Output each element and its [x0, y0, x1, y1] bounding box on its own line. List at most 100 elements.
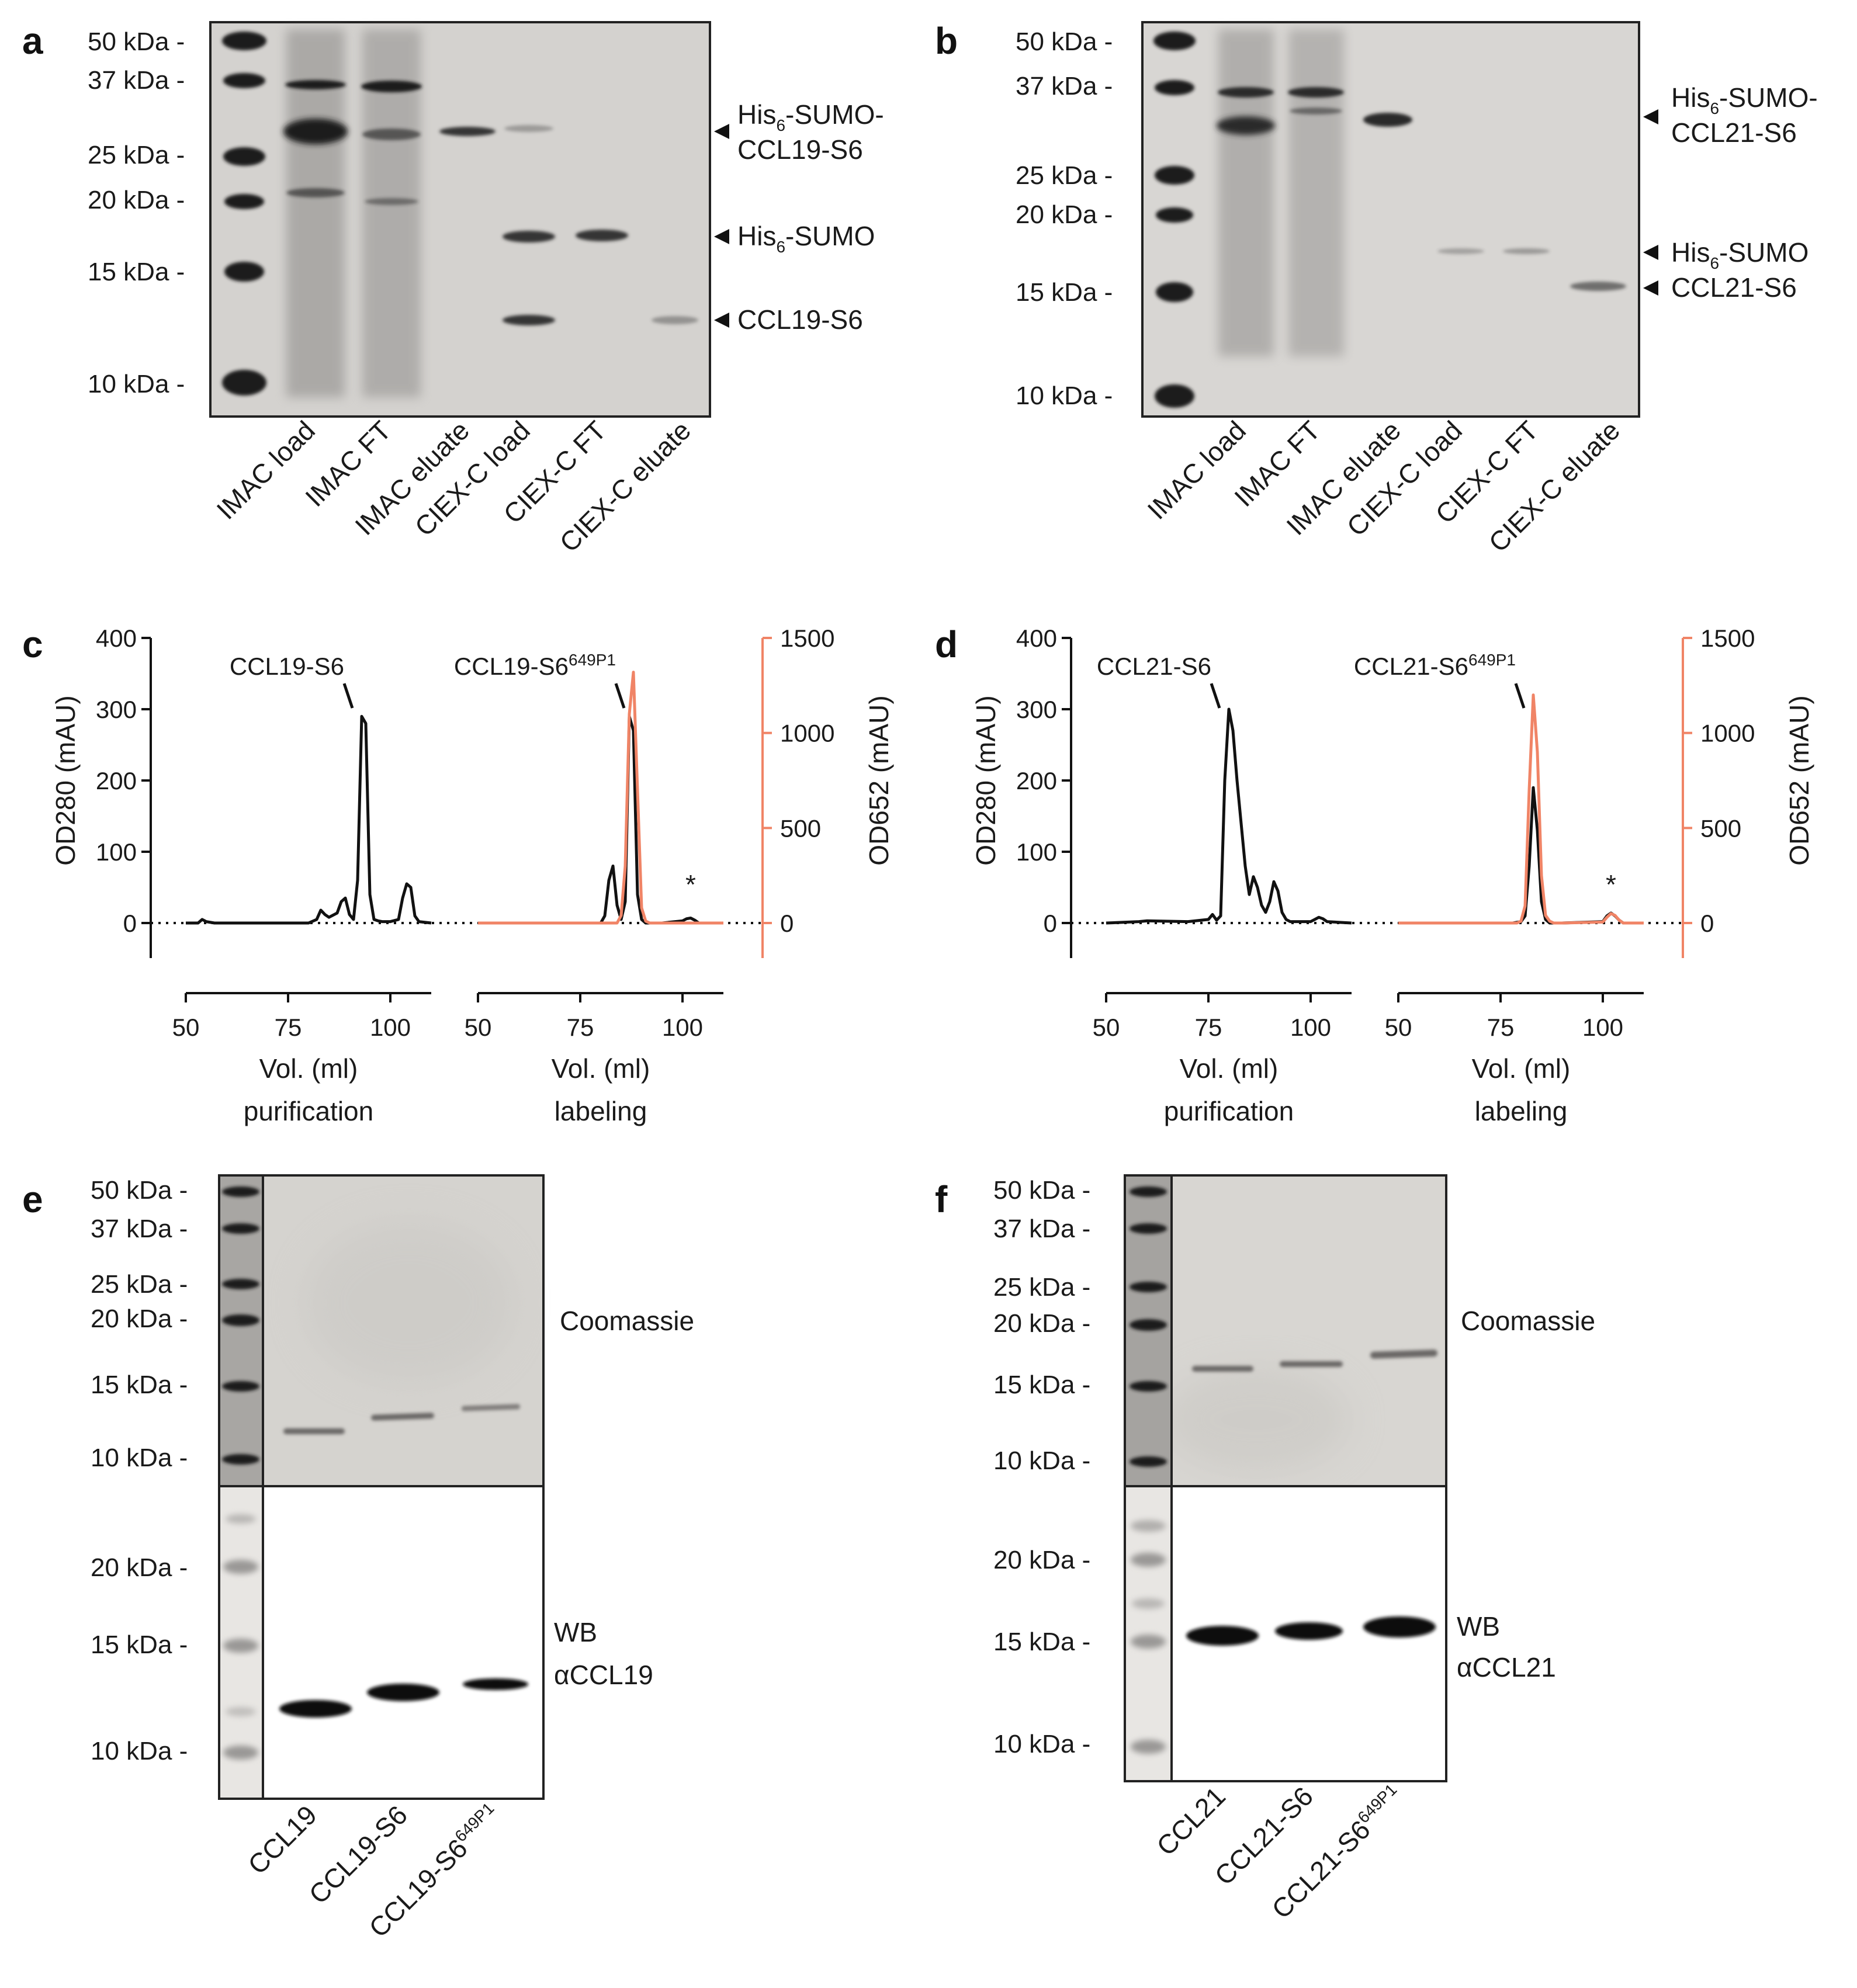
x-axis-label: Vol. (ml)	[259, 1053, 358, 1084]
mw-marker-label: 20 kDa -	[91, 1553, 188, 1582]
arrowhead-icon	[714, 229, 729, 244]
y-tick-label-right: 1000	[780, 720, 834, 747]
mw-marker-label: 10 kDa -	[1016, 381, 1113, 410]
mw-marker-label: 20 kDa -	[993, 1309, 1090, 1338]
x-tick-label: 100	[662, 1014, 703, 1041]
mw-marker-label: 25 kDa -	[993, 1273, 1090, 1302]
panel-letter-a: a	[22, 20, 43, 62]
gel-image-a	[209, 21, 711, 418]
gel-f-lane-labels: CCL21 CCL21-S6 CCL21-S6649P1	[1151, 1781, 1400, 1925]
y-tick-label-left: 100	[96, 838, 137, 866]
lane-label: CCL19	[242, 1799, 323, 1880]
band-label-product: CCL21-S6	[1671, 272, 1797, 303]
arrowhead-icon	[1643, 245, 1658, 260]
y-tick-label-left: 0	[123, 910, 137, 937]
y-axis-label-right: OD652 (mAU)	[1784, 695, 1814, 865]
x-tick-label: 50	[1093, 1014, 1120, 1041]
x-tick-label: 100	[1290, 1014, 1331, 1041]
gel-f-wb-markers: 20 kDa - 15 kDa - 10 kDa -	[993, 1546, 1090, 1758]
band-label-fusion-line2: CCL21-S6	[1671, 117, 1797, 148]
y-tick-label-right: 500	[1700, 814, 1741, 842]
x-tick-label: 100	[370, 1014, 411, 1041]
x-axis-label: Vol. (ml)	[552, 1053, 650, 1084]
mw-marker-label: 20 kDa -	[88, 186, 185, 214]
x-tick-label: 75	[1487, 1014, 1515, 1041]
panel-letter-f: f	[935, 1178, 948, 1220]
sub-panel-caption: purification	[244, 1096, 373, 1126]
sub-panel-caption: labeling	[1475, 1096, 1568, 1126]
y-tick-label-left: 200	[96, 767, 137, 794]
gel-e-coomassie-markers: 50 kDa - 37 kDa - 25 kDa - 20 kDa - 15 k…	[91, 1176, 188, 1472]
gel-b-band-annotations: His6-SUMO- CCL21-S6 His6-SUMO CCL21-S6	[1643, 82, 1818, 303]
mw-marker-label: 20 kDa -	[91, 1304, 188, 1333]
y-axis-label-left: OD280 (mAU)	[971, 695, 1001, 865]
coomassie-label: Coomassie	[560, 1306, 694, 1336]
mw-marker-label: 15 kDa -	[1016, 278, 1113, 307]
mw-marker-label: 25 kDa -	[91, 1270, 188, 1299]
y-axis-label-right: OD652 (mAU)	[864, 695, 894, 865]
y-axis-label-left: OD280 (mAU)	[50, 695, 81, 865]
band-label-fusion-line2: CCL19-S6	[737, 134, 863, 165]
panel-letter-b: b	[935, 20, 958, 62]
y-tick-label-left: 0	[1044, 910, 1057, 937]
gel-image-f-coomassie	[1124, 1174, 1447, 1487]
band-label-tag: His6-SUMO	[737, 221, 875, 256]
panel-letter-d: d	[935, 623, 958, 665]
panel-letter-e: e	[22, 1178, 43, 1220]
peak-leader	[1210, 683, 1221, 709]
arrowhead-icon	[1643, 109, 1658, 124]
y-tick-label-left: 200	[1016, 767, 1057, 794]
sub-panel-caption: labeling	[555, 1096, 647, 1126]
y-tick-label-right: 1000	[1700, 720, 1755, 747]
mw-marker-label: 37 kDa -	[1016, 72, 1113, 100]
chromatogram-c: 0 100 200 300 400 OD280 (mAU) 0 500 1000 1500 OD65…	[50, 624, 894, 1126]
gel-e-wb-markers: 20 kDa - 15 kDa - 10 kDa -	[91, 1553, 188, 1765]
y-tick-label-right: 1500	[1700, 624, 1755, 652]
mw-marker-label: 37 kDa -	[88, 66, 185, 95]
y-tick-label-left: 400	[96, 624, 137, 652]
x-tick-label: 75	[275, 1014, 302, 1041]
series-line	[1398, 786, 1644, 925]
lane-label: IMAC load	[210, 415, 321, 525]
mw-marker-label: 15 kDa -	[91, 1630, 188, 1659]
peak-label: CCL19-S6	[230, 653, 344, 680]
gel-a-band-annotations: His6-SUMO- CCL19-S6 His6-SUMO CCL19-S6	[714, 99, 884, 335]
panel-letter-c: c	[22, 623, 43, 665]
mw-marker-label: 15 kDa -	[993, 1371, 1090, 1399]
mw-marker-label: 15 kDa -	[88, 258, 185, 286]
peak-annotation-asterisk: *	[685, 869, 696, 900]
x-tick-label: 75	[1195, 1014, 1222, 1041]
panel-e: e 50 kDa - 37 kDa - 25 kDa - 20 kDa - 15…	[22, 1174, 694, 1944]
y-tick-label-right: 1500	[780, 624, 834, 652]
mw-marker-label: 10 kDa -	[88, 370, 185, 398]
series-line	[1106, 707, 1352, 925]
mw-marker-label: 50 kDa -	[1016, 27, 1113, 56]
arrowhead-icon	[714, 313, 729, 328]
band-label-product: CCL19-S6	[737, 304, 863, 335]
y-tick-label-left: 300	[1016, 696, 1057, 723]
peak-leader	[342, 683, 354, 709]
peak-leader	[614, 683, 626, 709]
series-line	[186, 714, 432, 925]
mw-marker-label: 20 kDa -	[1016, 200, 1113, 229]
peak-label: CCL21-S6	[1097, 653, 1211, 680]
western-blot-label: WB	[554, 1617, 597, 1647]
y-tick-label-right: 0	[780, 910, 794, 937]
antibody-label: αCCL19	[554, 1660, 653, 1690]
series-line	[478, 671, 723, 925]
y-tick-label-left: 100	[1016, 838, 1057, 866]
gel-image-e-coomassie	[218, 1174, 545, 1487]
lane-label: CCL21	[1151, 1781, 1231, 1861]
gel-b-lane-labels: IMAC load IMAC FT IMAC eluate CIEX-C loa…	[1141, 415, 1626, 558]
western-blot-label: WB	[1457, 1611, 1500, 1642]
arrowhead-icon	[1643, 280, 1658, 296]
mw-marker-label: 37 kDa -	[993, 1215, 1090, 1243]
peak-label: CCL21-S6649P1	[1354, 651, 1516, 680]
series-line	[478, 714, 723, 925]
series-line	[1398, 693, 1644, 925]
band-label-tag: His6-SUMO	[1671, 237, 1809, 272]
x-tick-label: 75	[567, 1014, 594, 1041]
gel-e-lane-labels: CCL19 CCL19-S6 CCL19-S6649P1	[242, 1799, 497, 1944]
y-tick-label-left: 400	[1016, 624, 1057, 652]
